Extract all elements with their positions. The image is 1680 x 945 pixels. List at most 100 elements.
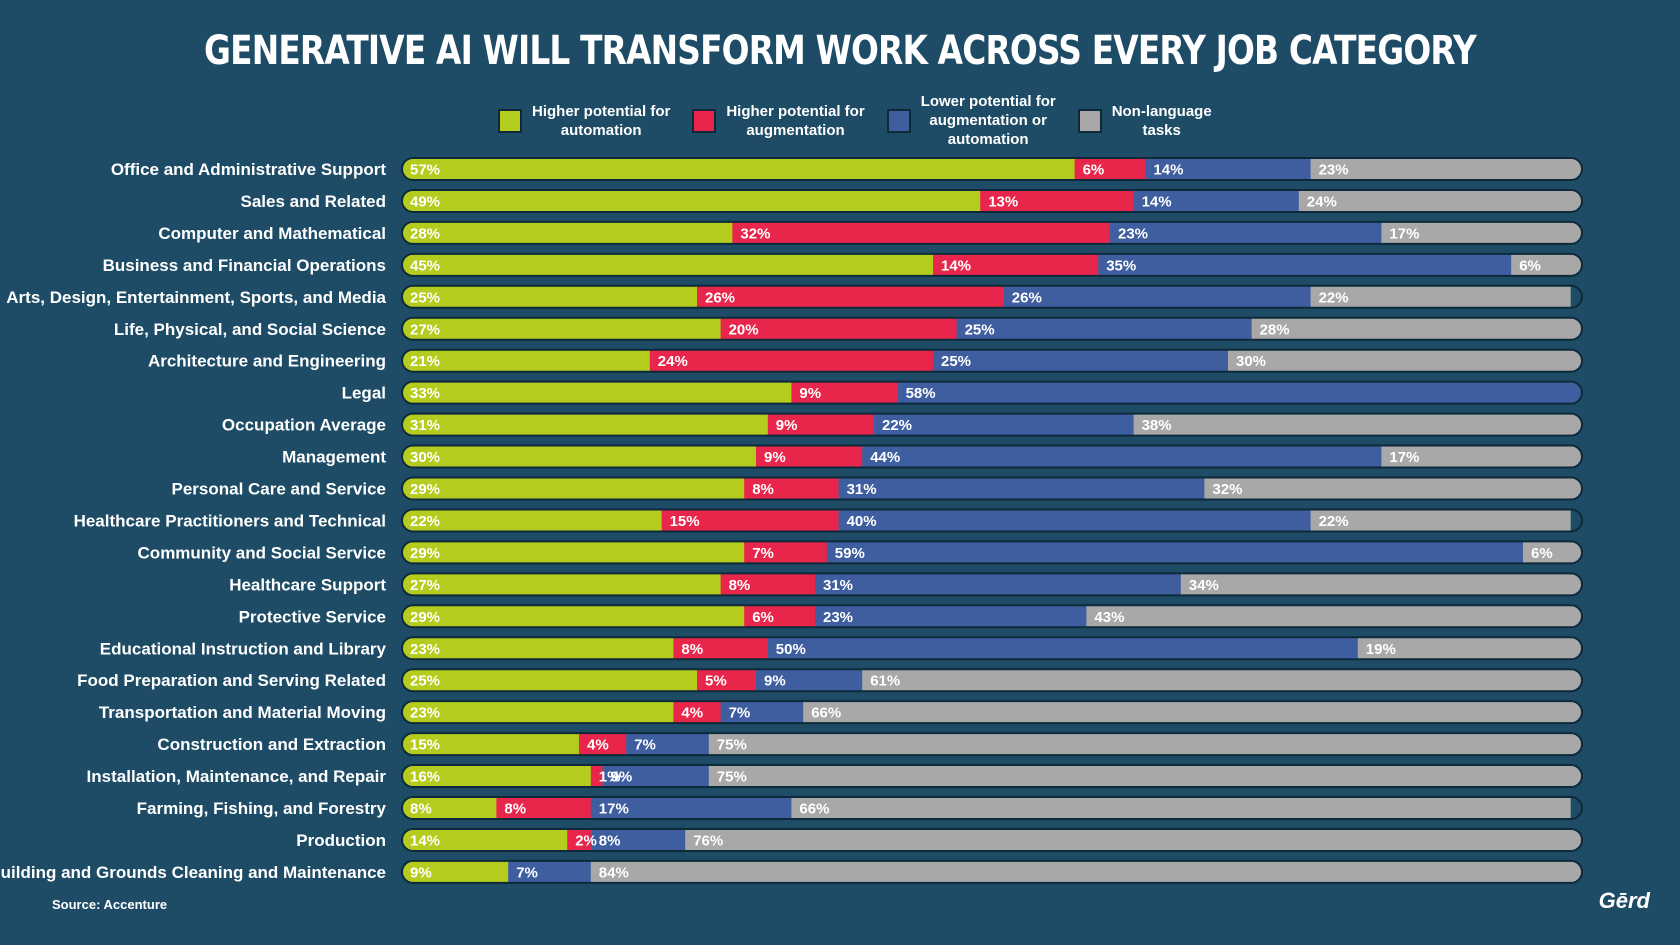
- bar-segment-lower-potential: [956, 317, 1253, 340]
- data-label: 27%: [410, 577, 440, 594]
- bar-segments: [402, 477, 1582, 500]
- bar-segments: [402, 541, 1582, 564]
- bar-outline: [401, 476, 1583, 501]
- bar-segment-non-language: [1357, 637, 1582, 660]
- bar-row: Protective Service 29% 6% 23% 43%: [239, 604, 1583, 629]
- bar-segments: [402, 573, 1582, 596]
- data-label: 29%: [410, 481, 440, 498]
- data-label: 22%: [1319, 289, 1349, 306]
- data-label: 23%: [410, 705, 440, 722]
- data-label: 25%: [410, 673, 440, 690]
- bar-row: Life, Physical, and Social Science 27% 20%…: [114, 316, 1583, 341]
- bar-segment-augmentation: [720, 573, 816, 596]
- legend-swatch-non-language: [1077, 108, 1102, 133]
- data-label: 8%: [410, 801, 432, 818]
- brand-logo: Gērd: [1598, 888, 1650, 913]
- bar-segments: [402, 445, 1582, 468]
- category-label: Computer and Mathematical: [158, 224, 386, 243]
- bar-segment-augmentation: [590, 765, 604, 788]
- legend-swatch-lower-potential: [886, 108, 911, 133]
- category-label: Healthcare Support: [229, 575, 386, 594]
- bar-segment-automation: [402, 349, 651, 372]
- category-label: Construction and Extraction: [157, 735, 386, 754]
- bar-outline: [401, 380, 1583, 405]
- bar-segment-automation: [402, 445, 757, 468]
- bar-segment-non-language: [1511, 253, 1582, 276]
- category-label: Educational Instruction and Library: [100, 639, 387, 658]
- bar-segment-non-language: [1228, 349, 1582, 372]
- bar-row: Personal Care and Service 29% 8% 31% 32%: [171, 476, 1583, 501]
- data-label: 7%: [752, 545, 774, 562]
- data-label: 24%: [1307, 193, 1337, 210]
- category-label: Healthcare Practitioners and Technical: [74, 511, 386, 530]
- data-label: 9%: [764, 673, 786, 690]
- bar-outline: [401, 572, 1583, 597]
- data-label: 8%: [504, 801, 526, 818]
- bar-segment-automation: [402, 828, 568, 851]
- data-label: 29%: [410, 609, 440, 626]
- data-label: 1%: [599, 769, 621, 786]
- legend-item-automation: Higher potential for automation: [498, 102, 670, 140]
- bar-segments: [402, 765, 1582, 788]
- bar-outline: [401, 316, 1583, 341]
- bar-segment-lower-potential: [815, 573, 1182, 596]
- category-label: Farming, Fishing, and Forestry: [137, 799, 387, 818]
- bar-outline: [401, 348, 1583, 373]
- data-label: 22%: [410, 513, 440, 530]
- bar-outline: [401, 700, 1583, 725]
- data-label: 84%: [599, 864, 629, 881]
- data-label: 5%: [705, 673, 727, 690]
- data-label: 49%: [410, 193, 440, 210]
- bar-segment-augmentation: [697, 669, 757, 692]
- bar-segment-non-language: [803, 701, 1582, 724]
- bar-row: Food Preparation and Serving Related 25% 5…: [77, 668, 1583, 693]
- bar-segments: [402, 701, 1582, 724]
- bar-outline: [401, 732, 1583, 757]
- data-label: 6%: [752, 609, 774, 626]
- data-label: 31%: [410, 417, 440, 434]
- category-label: Food Preparation and Serving Related: [77, 671, 386, 690]
- data-label: 32%: [1212, 481, 1242, 498]
- category-label: Life, Physical, and Social Science: [114, 320, 386, 339]
- data-label: 58%: [906, 385, 936, 402]
- bar-segments: [402, 797, 1571, 819]
- bar-segment-lower-potential: [508, 860, 592, 883]
- bar-segment-augmentation: [732, 221, 1111, 244]
- bar-segment-non-language: [1180, 573, 1582, 596]
- data-label: 24%: [658, 353, 688, 370]
- bar-segment-non-language: [1204, 477, 1582, 500]
- bar-segment-non-language: [1523, 541, 1582, 564]
- data-label: 33%: [410, 385, 440, 402]
- data-label: 6%: [1519, 257, 1541, 274]
- bar-row: Installation, Maintenance, and Repair 16%…: [87, 764, 1583, 789]
- bar-segment-non-language: [1381, 221, 1582, 244]
- bar-segments: [402, 158, 1582, 180]
- data-label: 9%: [799, 385, 821, 402]
- legend: Higher potential for automation Higher p…: [498, 92, 1234, 149]
- data-label: 17%: [599, 801, 629, 818]
- bar-segment-lower-potential: [1098, 253, 1512, 276]
- data-label: 27%: [410, 321, 440, 338]
- bar-outline: [401, 796, 1583, 820]
- bar-segment-augmentation: [756, 445, 863, 468]
- data-label: 6%: [1083, 162, 1105, 179]
- data-label: 14%: [410, 832, 440, 849]
- bar-segments: [402, 605, 1582, 628]
- source-note: Source: Accenture: [52, 897, 168, 912]
- bar-row: Farming, Fishing, and Forestry 8% 8% 17% 66%: [137, 796, 1583, 820]
- bar-segment-lower-potential: [767, 637, 1359, 660]
- bar-segment-non-language: [1310, 509, 1571, 532]
- bar-segment-automation: [402, 477, 745, 500]
- data-label: 29%: [410, 545, 440, 562]
- category-label: Protective Service: [239, 607, 386, 626]
- data-label: 14%: [941, 257, 971, 274]
- data-label: 25%: [410, 289, 440, 306]
- bar-segment-automation: [402, 189, 981, 212]
- bar-segments: [402, 381, 1582, 404]
- data-label: 57%: [410, 162, 440, 179]
- bar-segment-augmentation: [673, 701, 722, 724]
- data-label: 31%: [847, 481, 877, 498]
- bar-segment-lower-potential: [1133, 189, 1300, 212]
- bar-row: Architecture and Engineering 21% 24% 25% 30%: [148, 348, 1583, 373]
- bar-outline: [401, 636, 1583, 661]
